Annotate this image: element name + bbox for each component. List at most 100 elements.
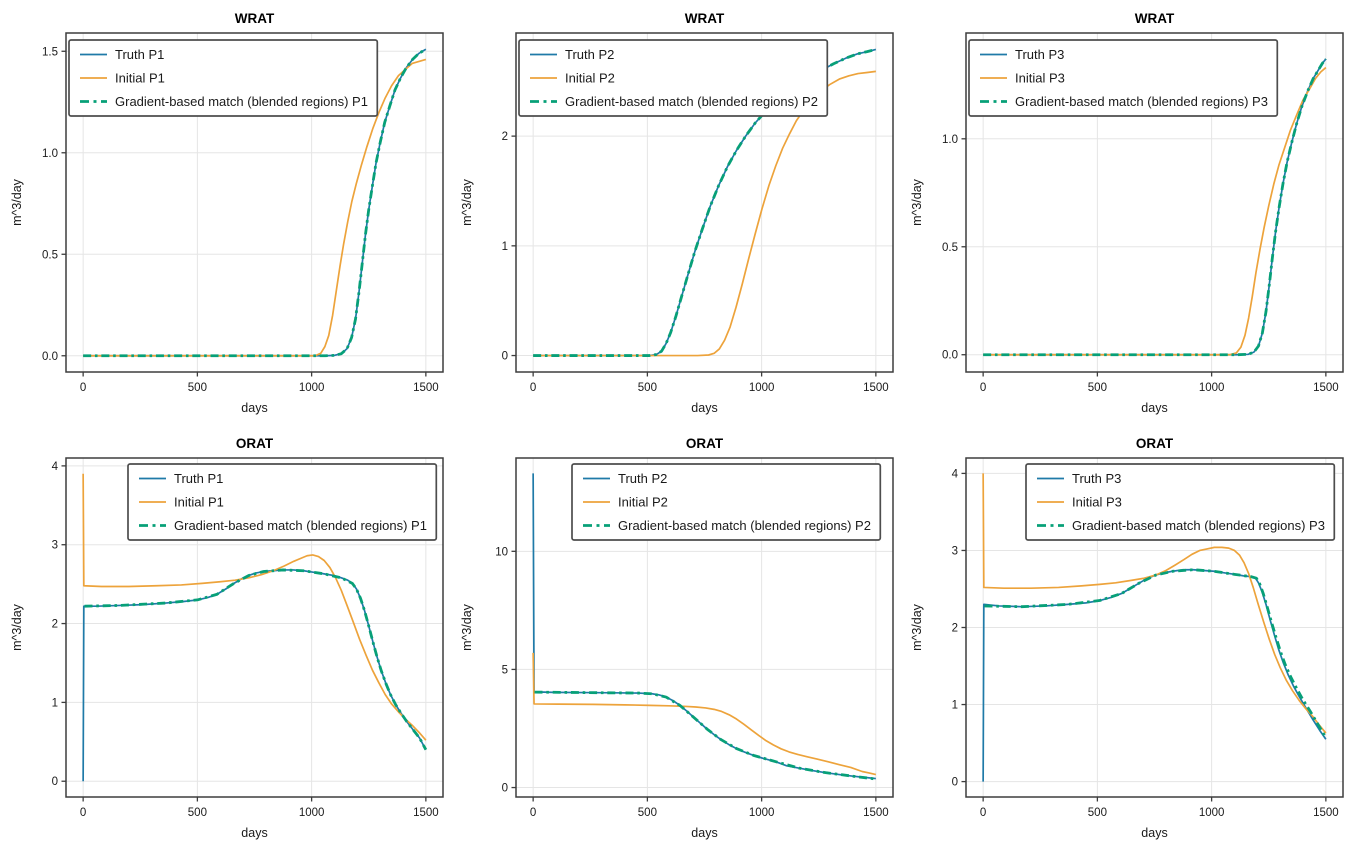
x-axis-label: days	[1141, 826, 1167, 840]
x-tick-label: 1500	[1313, 382, 1339, 394]
legend-label: Gradient-based match (blended regions) P…	[115, 94, 368, 109]
series-match-line	[83, 48, 427, 358]
x-axis-label: days	[241, 401, 267, 415]
x-tick-label: 0	[80, 382, 86, 394]
x-tick-label: 500	[1088, 807, 1107, 819]
y-tick-label: 0.5	[942, 242, 958, 254]
y-tick-label: 0.0	[42, 351, 58, 363]
y-tick-label: 1	[52, 697, 58, 709]
chart-title: ORAT	[686, 436, 724, 451]
axes-spines	[65, 32, 444, 373]
legend-label: Initial P3	[1072, 495, 1122, 510]
chart-orat-p3-svg: 0 500 1000 1500 0 1 2 3 4 ORAT days m^3/day Truth P3…	[910, 436, 1344, 840]
y-tick-label: 1.0	[942, 134, 958, 146]
axes-spines	[65, 457, 444, 798]
series-match-line	[984, 568, 1328, 739]
legend-label: Gradient-based match (blended regions) P…	[174, 518, 427, 533]
y-tick-label: 0	[502, 783, 508, 795]
y-axis-label: m^3/day	[10, 178, 24, 226]
x-tick-label: 500	[638, 382, 657, 394]
plot-area	[532, 473, 877, 781]
x-tick-label: 0	[980, 807, 986, 819]
legend-box	[571, 463, 882, 541]
subplot-wrat-p3: 0 500 1000 1500 0.0 0.5 1.0 WRAT days m^3/day Trut…	[900, 0, 1350, 425]
subplot-orat-p1: 0 500 1000 1500 0 1 2 3 4 ORAT days m^3/day Truth P1…	[0, 425, 450, 850]
x-axis-label: days	[691, 401, 717, 415]
x-tick-label: 500	[1088, 382, 1107, 394]
x-axis-label: days	[241, 826, 267, 840]
x-tick-label: 1000	[1199, 382, 1225, 394]
series-initial-line	[82, 473, 427, 741]
chart-title: ORAT	[1136, 436, 1174, 451]
y-tick-label: 2	[502, 131, 508, 143]
x-tick-label: 0	[80, 807, 86, 819]
x-tick-label: 0	[530, 807, 536, 819]
series-match-line	[84, 568, 428, 751]
x-tick-label: 1000	[749, 382, 775, 394]
axes-spines	[515, 457, 894, 798]
axis-ticks: 0 500 1000 1500 0 1 2 3 4	[52, 461, 439, 819]
x-tick-label: 500	[188, 382, 207, 394]
legend-label: Gradient-based match (blended regions) P…	[565, 94, 818, 109]
x-tick-label: 1500	[863, 382, 889, 394]
plot-area	[83, 48, 427, 358]
legend: Truth P2 Initial P2 Gradient-based match (…	[571, 463, 882, 541]
axes-spines	[515, 32, 894, 373]
x-axis-label: days	[691, 826, 717, 840]
y-axis-label: m^3/day	[460, 603, 474, 651]
legend-box	[1025, 463, 1336, 541]
y-tick-label: 3	[52, 540, 58, 552]
x-tick-label: 1000	[1199, 807, 1225, 819]
x-tick-label: 1500	[413, 807, 439, 819]
grid	[966, 33, 1343, 372]
y-axis-label: m^3/day	[460, 178, 474, 226]
y-axis-label: m^3/day	[910, 603, 924, 651]
plot-area	[983, 58, 1327, 357]
chart-wrat-p1-svg: 0 500 1000 1500 0.0 0.5 1.0 1.5 WRAT days m^3/day T…	[10, 11, 444, 415]
series-initial-line	[982, 473, 1327, 734]
chart-title: WRAT	[1135, 11, 1175, 26]
axis-ticks: 0 500 1000 1500 0 1 2	[502, 131, 889, 394]
axis-ticks: 0 500 1000 1500 0 5 10	[495, 546, 888, 819]
y-tick-label: 0	[502, 351, 508, 363]
y-tick-label: 4	[952, 468, 959, 480]
y-tick-label: 0	[52, 776, 58, 788]
chart-title: WRAT	[685, 11, 725, 26]
subplot-wrat-p1: 0 500 1000 1500 0.0 0.5 1.0 1.5 WRAT days m^3/day T…	[0, 0, 450, 425]
x-tick-label: 1000	[749, 807, 775, 819]
legend: Truth P3 Initial P3 Gradient-based match (…	[1025, 463, 1336, 541]
chart-orat-p1-svg: 0 500 1000 1500 0 1 2 3 4 ORAT days m^3/day Truth P1…	[10, 436, 444, 840]
y-tick-label: 2	[952, 623, 958, 635]
series-initial-line	[83, 58, 427, 357]
legend-label: Truth P2	[565, 47, 614, 62]
legend-box	[68, 39, 379, 117]
plot-area	[982, 473, 1328, 782]
y-tick-label: 5	[502, 664, 508, 676]
legend-label: Truth P3	[1072, 471, 1121, 486]
subplot-wrat-p2: 0 500 1000 1500 0 1 2 WRAT days m^3/day Truth P2 In…	[450, 0, 900, 425]
legend-box	[518, 39, 829, 117]
chart-wrat-p3-svg: 0 500 1000 1500 0.0 0.5 1.0 WRAT days m^3/day Trut…	[910, 11, 1344, 415]
y-tick-label: 2	[52, 619, 58, 631]
axis-ticks: 0 500 1000 1500 0.0 0.5 1.0	[942, 134, 1339, 394]
y-tick-label: 3	[952, 545, 958, 557]
y-tick-label: 1	[502, 241, 508, 253]
legend-label: Initial P3	[1015, 71, 1065, 86]
y-axis-label: m^3/day	[910, 178, 924, 226]
x-tick-label: 1000	[299, 382, 325, 394]
legend-box	[127, 463, 438, 541]
subplot-orat-p2: 0 500 1000 1500 0 5 10 ORAT days m^3/day Truth P2 I…	[450, 425, 900, 850]
legend-label: Initial P1	[174, 495, 224, 510]
y-tick-label: 0.0	[942, 350, 958, 362]
plot-area	[82, 473, 428, 782]
legend-label: Truth P3	[1015, 47, 1064, 62]
y-tick-label: 1.5	[42, 46, 58, 58]
x-tick-label: 1500	[1313, 807, 1339, 819]
series-match-line	[534, 690, 877, 781]
chart-orat-p2-svg: 0 500 1000 1500 0 5 10 ORAT days m^3/day Truth P2 I…	[460, 436, 894, 840]
y-tick-label: 1.0	[42, 148, 58, 160]
series-truth-line	[982, 568, 1327, 782]
y-tick-label: 0	[952, 777, 958, 789]
subplot-orat-p3: 0 500 1000 1500 0 1 2 3 4 ORAT days m^3/day Truth P3…	[900, 425, 1350, 850]
